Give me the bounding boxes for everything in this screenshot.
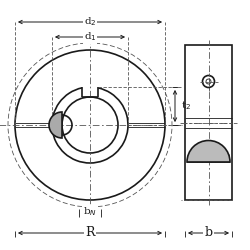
Text: d$_1$: d$_1$	[84, 30, 96, 44]
Bar	[185, 45, 232, 200]
Text: d$_2$: d$_2$	[84, 16, 96, 28]
Text: b: b	[204, 226, 212, 239]
Text: R: R	[85, 226, 95, 239]
Text: b$_N$: b$_N$	[83, 206, 97, 218]
Wedge shape	[49, 112, 62, 138]
Text: t$_2$: t$_2$	[181, 100, 191, 112]
Wedge shape	[187, 140, 230, 162]
